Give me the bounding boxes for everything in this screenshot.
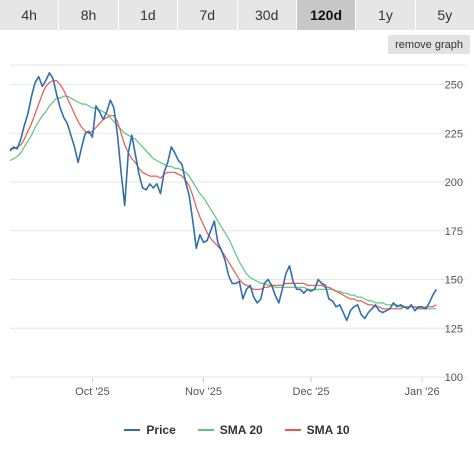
xtick-label-1: Nov '25 (185, 386, 222, 395)
series-line-price (9, 71, 438, 322)
ytick-label-175: 175 (445, 226, 463, 238)
xtick-label-2: Dec '25 (293, 386, 330, 395)
ytick-label-200: 200 (445, 177, 463, 189)
legend-swatch-sma-10 (284, 429, 301, 431)
legend-item-sma-10[interactable]: SMA 10 (284, 423, 350, 437)
legend-label-sma-20: SMA 20 (219, 423, 263, 437)
legend-swatch-price (124, 429, 141, 431)
range-tab-1d[interactable]: 1d (119, 0, 179, 30)
range-tab-5y[interactable]: 5y (437, 7, 453, 23)
range-tab-1y[interactable]: 1y (356, 0, 416, 30)
chart-legend: Price SMA 20 SMA 10 (0, 420, 474, 440)
ytick-label-125: 125 (445, 323, 463, 335)
remove-graph-button[interactable]: remove graph (388, 35, 470, 54)
price-chart: 100 125 150 175 200 225 250 Oct '25 Nov '25 Dec '… (9, 64, 465, 395)
range-tab-120d[interactable]: 120d (296, 0, 357, 30)
xtick-label-0: Oct '25 (75, 386, 110, 395)
series-line-sma-20 (9, 95, 437, 310)
range-tab-4h[interactable]: 4h (0, 0, 60, 30)
legend-swatch-sma-20 (197, 429, 214, 431)
ytick-label-225: 225 (445, 128, 463, 140)
series-line-sma-10 (10, 80, 437, 310)
ytick-label-100: 100 (445, 372, 463, 384)
ytick-label-250: 250 (445, 80, 463, 92)
range-tab-7d[interactable]: 7d (178, 0, 238, 30)
range-tabs: 4h 8h 1d 7d 30d 120d 1y 5y (0, 0, 474, 30)
legend-item-sma-20[interactable]: SMA 20 (197, 423, 263, 437)
range-tab-8h[interactable]: 8h (59, 0, 119, 30)
ytick-label-150: 150 (445, 275, 463, 287)
range-tab-30d[interactable]: 30d (238, 0, 297, 30)
legend-label-price: Price (146, 423, 176, 437)
legend-label-sma-10: SMA 10 (306, 423, 350, 437)
legend-item-price[interactable]: Price (124, 423, 176, 437)
xtick-label-3: Jan '26 (405, 386, 440, 395)
